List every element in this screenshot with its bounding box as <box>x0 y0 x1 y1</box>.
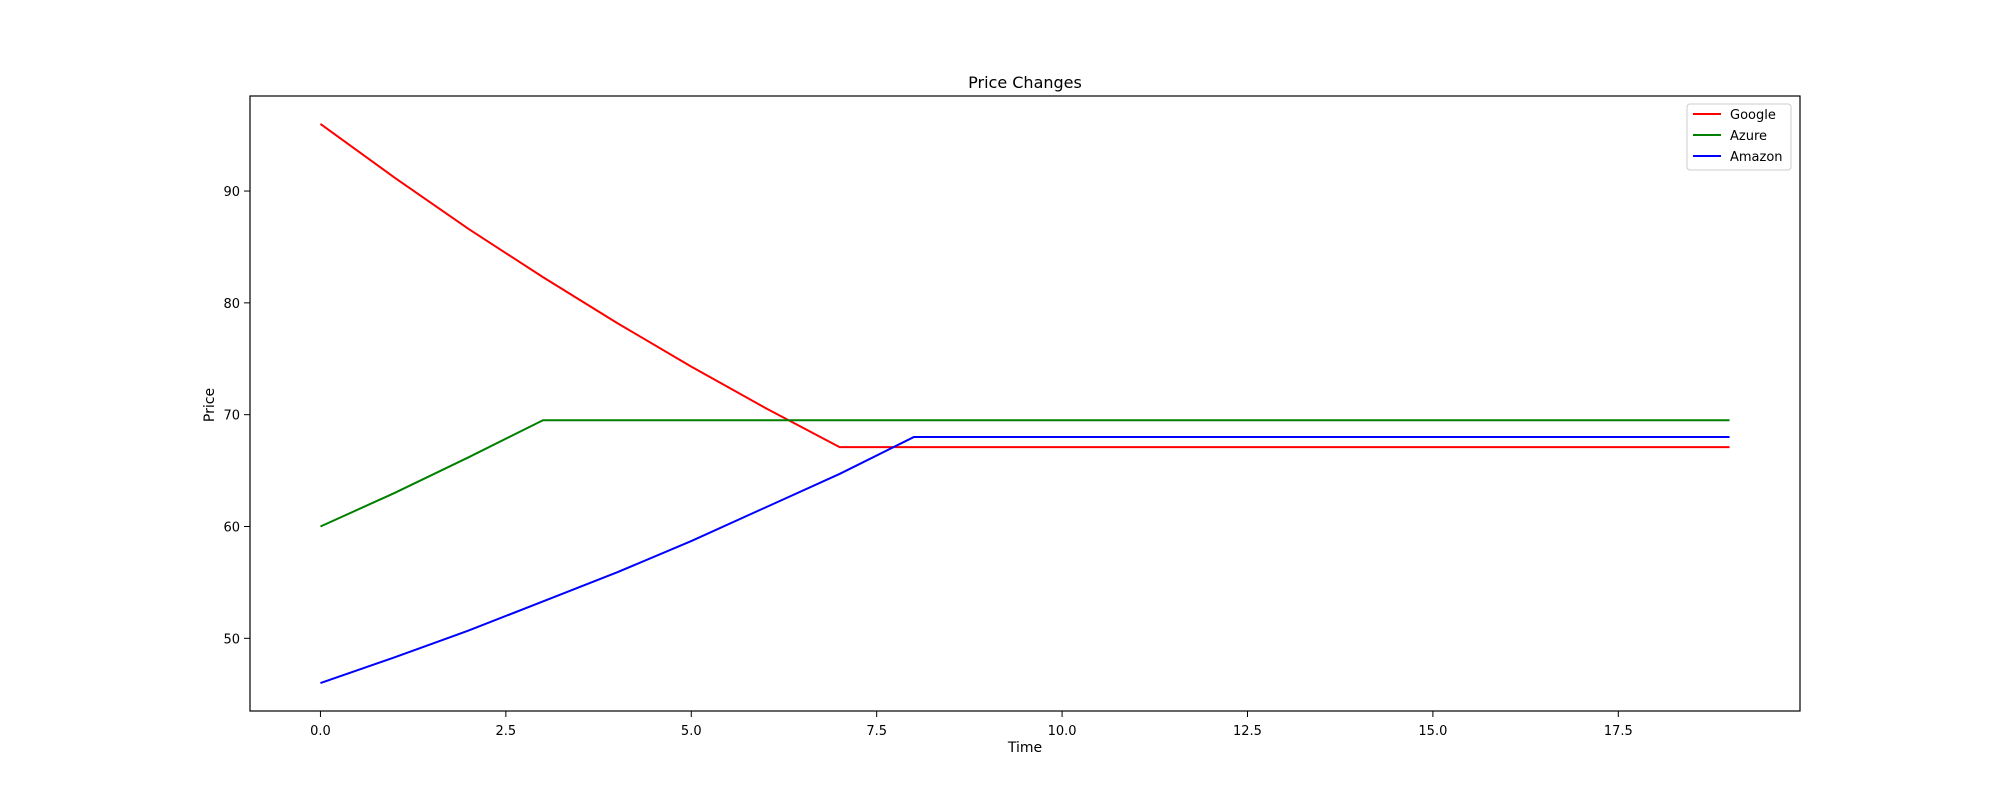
series-layer <box>319 123 1730 684</box>
chart-title: Price Changes <box>968 73 1082 92</box>
x-axis: 0.0 2.5 5.0 7.5 10.0 12.5 15.0 17.5 <box>310 711 1633 739</box>
plot-frame <box>249 95 1801 712</box>
x-tick-label: 12.5 <box>1233 724 1262 739</box>
series-line-amazon <box>320 436 1730 684</box>
y-axis: 50 60 70 80 90 <box>223 185 250 647</box>
y-tick-label: 90 <box>223 185 240 200</box>
x-axis-label: Time <box>1007 740 1042 756</box>
series-line-azure <box>320 419 1730 528</box>
legend-label-google: Google <box>1730 108 1776 123</box>
x-tick-label: 17.5 <box>1604 724 1633 739</box>
y-tick-label: 50 <box>223 632 240 647</box>
series-line-google <box>319 123 1730 449</box>
legend-label-azure: Azure <box>1730 129 1767 144</box>
y-axis-label: Price <box>202 388 218 422</box>
y-tick-label: 70 <box>223 409 240 424</box>
y-tick-label: 80 <box>223 297 240 312</box>
x-tick-label: 7.5 <box>866 724 887 739</box>
x-tick-label: 15.0 <box>1418 724 1447 739</box>
x-tick-label: 10.0 <box>1048 724 1077 739</box>
x-tick-label: 0.0 <box>310 724 331 739</box>
legend-box <box>1686 103 1792 171</box>
legend-label-amazon: Amazon <box>1730 150 1783 165</box>
legend: Google Azure Amazon <box>1686 103 1792 171</box>
x-tick-label: 2.5 <box>496 724 517 739</box>
y-tick-label: 60 <box>223 521 240 536</box>
plot-area: 0.0 2.5 5.0 7.5 10.0 12.5 15.0 17.5 50 60 70 80 90 <box>223 95 1801 739</box>
x-tick-label: 5.0 <box>681 724 702 739</box>
